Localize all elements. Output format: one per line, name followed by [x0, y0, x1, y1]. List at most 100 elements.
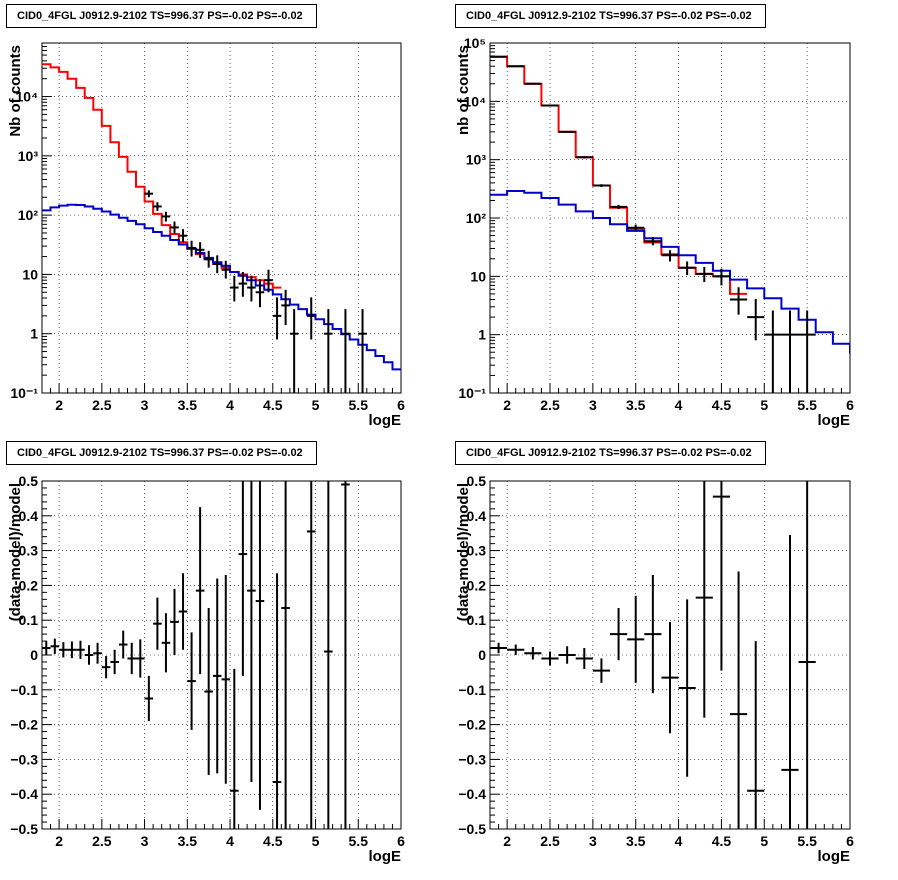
- data-point: [592, 184, 610, 187]
- title-panel-4: CID0_4FGL J0912.9-2102 TS=996.37 PS=-0.0…: [455, 441, 766, 465]
- y-tick-label: 1: [478, 327, 486, 343]
- data-point: [575, 156, 593, 159]
- y-tick-label: −0.4: [10, 786, 38, 802]
- data-point: [341, 309, 350, 393]
- series-step-line-1: [42, 63, 282, 289]
- x-tick-label: 4.5: [712, 833, 732, 849]
- data-point: [524, 82, 542, 85]
- chart-panel-2: 2 2.5 3 3.5 4 4.5 5 5.5 6 10⁻¹ 1 10 10² 10³ 10⁴ 10⁵ logE…: [455, 35, 854, 429]
- data-point: [678, 599, 696, 777]
- data-point: [42, 641, 51, 655]
- y-tick-label: −0.5: [10, 821, 38, 837]
- data-point: [221, 574, 231, 784]
- plot-frame: [41, 480, 402, 830]
- data-point: [238, 271, 248, 297]
- y-tick-label: 10²: [466, 210, 487, 226]
- data-point: [695, 266, 713, 282]
- series-group: [42, 481, 350, 829]
- x-tick-label: 5.5: [349, 397, 369, 413]
- y-tick-label: 0.3: [467, 543, 487, 559]
- chart-panel-1: 2 2.5 3 3.5 4 4.5 5 5.5 6 10⁻¹ 1 10 10² 10³ 10⁴ logE Nb …: [7, 42, 405, 429]
- data-point: [644, 574, 662, 694]
- x-tick-label: 5: [760, 397, 768, 413]
- data-point: [324, 309, 333, 393]
- x-tick-label: 3: [141, 833, 149, 849]
- x-tick-label: 3.5: [626, 833, 646, 849]
- x-axis-label: logE: [818, 412, 851, 429]
- series-group: [490, 481, 816, 829]
- y-tick-label: 10³: [18, 148, 39, 164]
- data-point: [110, 649, 119, 675]
- axis-ticks: [41, 480, 402, 830]
- data-point: [781, 534, 799, 829]
- x-tick-label: 2.5: [540, 397, 560, 413]
- plot-frame: [41, 42, 402, 394]
- data-point: [712, 268, 730, 286]
- y-tick-label: −0.3: [458, 751, 486, 767]
- data-point: [281, 289, 290, 326]
- x-tick-label: 2: [55, 833, 63, 849]
- data-point: [153, 597, 162, 650]
- x-tick-label: 2: [503, 397, 511, 413]
- data-point: [592, 658, 610, 683]
- data-point: [144, 675, 154, 722]
- data-point: [306, 297, 316, 340]
- data-point: [507, 644, 525, 655]
- y-tick-label: −0.3: [10, 751, 38, 767]
- data-point: [178, 229, 188, 243]
- data-point: [272, 573, 282, 829]
- data-point: [610, 204, 628, 210]
- data-point: [212, 255, 222, 274]
- y-axis-label: (data-model)/model: [455, 483, 472, 621]
- y-tick-label: 1: [30, 326, 38, 342]
- data-point: [661, 621, 679, 734]
- y-tick-label: 0.1: [467, 612, 487, 628]
- data-point: [195, 507, 205, 675]
- x-tick-label: 4: [675, 397, 683, 413]
- data-point: [627, 224, 645, 231]
- data-point: [101, 656, 111, 679]
- data-point: [712, 481, 730, 671]
- data-point: [341, 481, 350, 829]
- series-step-line-2: [42, 203, 401, 371]
- data-point: [558, 646, 576, 664]
- data-point: [324, 481, 333, 829]
- data-point: [747, 641, 765, 829]
- x-tick-label: 3.5: [626, 397, 646, 413]
- x-tick-label: 4: [226, 833, 234, 849]
- y-tick-label: 0.2: [467, 577, 487, 593]
- y-tick-label: 0: [30, 647, 38, 663]
- x-tick-label: 5.5: [797, 397, 817, 413]
- data-point: [524, 646, 542, 660]
- y-tick-label: 10³: [466, 152, 487, 168]
- y-tick-label: 10²: [18, 207, 39, 223]
- x-tick-label: 4.5: [263, 397, 283, 413]
- x-tick-label: 3: [141, 397, 149, 413]
- data-point: [76, 640, 85, 659]
- data-point: [59, 642, 68, 658]
- x-tick-label: 2.5: [540, 833, 560, 849]
- y-tick-label: −0.1: [458, 682, 486, 698]
- x-tick-label: 2: [55, 397, 63, 413]
- data-point: [93, 642, 102, 664]
- series-group: [42, 63, 401, 393]
- data-point: [50, 638, 60, 654]
- x-tick-label: 5.5: [349, 833, 369, 849]
- data-point: [153, 202, 162, 211]
- data-point: [136, 639, 145, 678]
- y-tick-label: 0.1: [19, 612, 39, 628]
- data-point: [747, 298, 765, 341]
- y-axis-label: nb of counts: [455, 45, 472, 135]
- x-tick-label: 5: [760, 833, 768, 849]
- y-tick-label: 10: [22, 266, 38, 282]
- data-point: [67, 641, 77, 659]
- y-tick-label: 0.3: [19, 543, 39, 559]
- y-tick-label: 0.5: [19, 473, 39, 489]
- data-point: [170, 221, 179, 234]
- data-point: [127, 642, 137, 675]
- data-point: [490, 642, 508, 654]
- data-point: [358, 309, 367, 393]
- data-point: [161, 613, 171, 673]
- data-point: [230, 275, 239, 302]
